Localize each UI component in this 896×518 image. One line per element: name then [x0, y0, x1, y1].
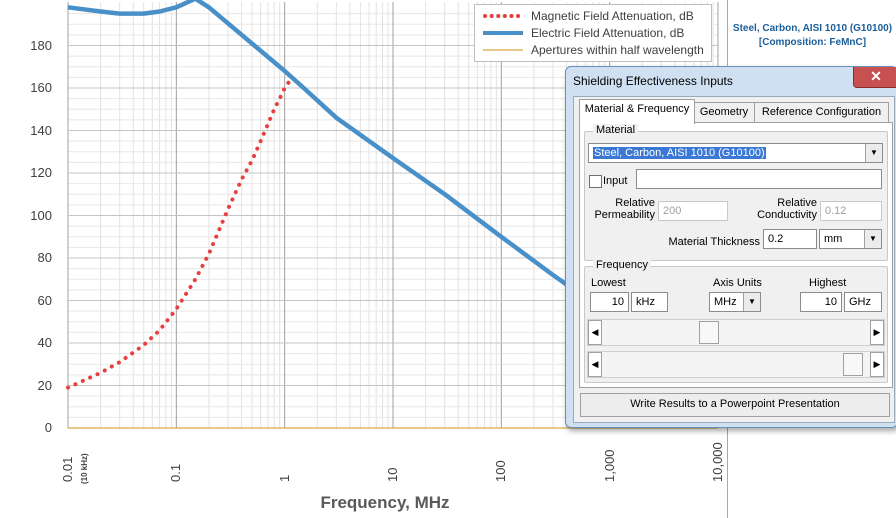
material-title-composition: [Composition: FeMnC] [758, 37, 867, 48]
material-group-label: Material [593, 124, 639, 136]
scroll-right-icon[interactable]: ▶ [870, 320, 884, 345]
material-select[interactable]: Steel, Carbon, AISI 1010 (G10100) ▼ [588, 143, 883, 163]
series-line-0 [66, 79, 292, 390]
chevron-down-icon[interactable]: ▼ [864, 230, 881, 248]
axis-units-select[interactable]: MHz ▼ [709, 292, 761, 312]
series-line-1 [67, 0, 579, 294]
legend-label-magnetic: Magnetic Field Attenuation, dB [531, 8, 694, 23]
axis-units-value: MHz [714, 296, 737, 308]
y-tick-label: 60 [37, 292, 52, 308]
x-tick-label: 1,000 [601, 449, 617, 482]
x-tick-label: 1 [276, 474, 292, 482]
legend-sample-thin [481, 41, 525, 58]
conductivity-label-line2: Conductivity [757, 209, 817, 221]
conductivity-label-line1: Relative [777, 197, 817, 209]
shielding-inputs-dialog: Shielding Effectiveness Inputs ✕ Materia… [565, 66, 896, 428]
conductivity-field[interactable]: 0.12 [820, 201, 882, 221]
x-tick-label: 10 [385, 467, 400, 482]
x-tick-label: 0.01 [60, 456, 75, 482]
y-tick-label: 80 [37, 250, 52, 265]
permeability-label-line1: Relative [615, 197, 655, 209]
highest-field[interactable]: 10 [800, 292, 842, 312]
chevron-down-icon[interactable]: ▼ [743, 293, 760, 311]
tab-reference-configuration[interactable]: Reference Configuration [754, 102, 889, 123]
legend-sample-solid [481, 24, 525, 41]
highest-unit-field[interactable]: GHz [844, 292, 882, 312]
y-tick-label: 0 [44, 420, 52, 435]
y-tick-label: 160 [30, 80, 52, 95]
material-title: Steel, Carbon, AISI 1010 (G10100) [Compo… [728, 22, 896, 50]
dialog-title: Shielding Effectiveness Inputs [573, 74, 733, 88]
highest-frequency-slider[interactable]: ◀ ▶ [587, 351, 885, 378]
y-tick-label: 100 [30, 207, 52, 223]
y-tick-label: 120 [30, 165, 52, 180]
slider-thumb-lowest[interactable] [698, 321, 719, 344]
y-tick-label: 180 [30, 37, 52, 53]
legend-item-magnetic: Magnetic Field Attenuation, dB [481, 7, 694, 24]
legend-item-apertures: Apertures within half wavelength [481, 41, 704, 58]
lowest-label: Lowest [591, 277, 626, 289]
y-tick-label: 140 [30, 122, 52, 138]
x-tick-note: (10 kHz) [80, 453, 89, 484]
tab-geometry[interactable]: Geometry [693, 102, 755, 123]
frequency-group: Frequency Lowest 10 kHz Axis Units MHz ▼… [584, 259, 888, 383]
chevron-down-icon[interactable]: ▼ [865, 144, 882, 162]
legend-label-electric: Electric Field Attenuation, dB [531, 25, 685, 40]
close-button[interactable]: ✕ [853, 67, 896, 88]
axis-units-label: Axis Units [713, 277, 762, 289]
material-title-name: Steel, Carbon, AISI 1010 (G10100) [732, 23, 893, 34]
y-tick-label: 40 [37, 335, 52, 350]
material-group: Material Steel, Carbon, AISI 1010 (G1010… [584, 124, 888, 261]
permeability-label-line2: Permeability [594, 209, 655, 221]
legend-sample-dotted [481, 7, 525, 24]
x-axis-title: Frequency, MHz [320, 493, 450, 512]
scroll-left-icon[interactable]: ◀ [588, 352, 602, 377]
scroll-left-icon[interactable]: ◀ [588, 320, 602, 345]
thickness-unit-select[interactable]: mm ▼ [819, 229, 882, 249]
chart-legend: Magnetic Field Attenuation, dB Electric … [474, 4, 712, 62]
x-tick-label: 0.1 [168, 463, 184, 482]
thickness-unit-value: mm [824, 233, 843, 245]
dialog-body: Material & Frequency Geometry Reference … [573, 96, 895, 423]
scroll-right-icon[interactable]: ▶ [870, 352, 884, 377]
permeability-field[interactable]: 200 [658, 201, 728, 221]
lowest-field[interactable]: 10 [590, 292, 629, 312]
y-tick-label: 20 [37, 377, 52, 393]
x-tick-label: 100 [493, 460, 509, 482]
input-checkbox-label: Input [603, 175, 628, 187]
tab-page-material-frequency: Material Steel, Carbon, AISI 1010 (G1010… [579, 122, 893, 388]
frequency-group-label: Frequency [593, 259, 651, 271]
permeability-label: Relative Permeability [589, 197, 655, 221]
series-layer [66, 0, 718, 429]
custom-material-input[interactable] [636, 169, 882, 189]
thickness-field[interactable]: 0.2 [763, 229, 817, 249]
tab-material-frequency[interactable]: Material & Frequency [579, 99, 695, 124]
x-tick-label: 10,000 [710, 442, 725, 482]
lowest-frequency-slider[interactable]: ◀ ▶ [587, 319, 885, 346]
input-checkbox[interactable] [589, 175, 602, 188]
write-powerpoint-button[interactable]: Write Results to a Powerpoint Presentati… [580, 393, 890, 417]
legend-item-electric: Electric Field Attenuation, dB [481, 24, 684, 41]
legend-label-apertures: Apertures within half wavelength [531, 42, 704, 57]
lowest-unit-field[interactable]: kHz [631, 292, 668, 312]
slider-thumb-highest[interactable] [842, 353, 863, 376]
highest-label: Highest [809, 277, 847, 289]
material-selected-value: Steel, Carbon, AISI 1010 (G10100) [593, 147, 766, 159]
thickness-label: Material Thickness [668, 236, 761, 248]
conductivity-label: Relative Conductivity [743, 197, 817, 221]
